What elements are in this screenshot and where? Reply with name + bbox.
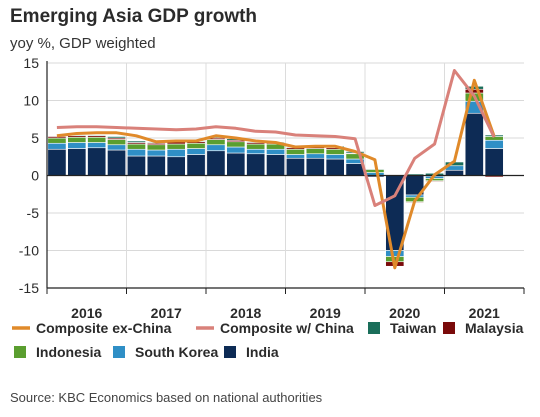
bar-indonesia <box>47 137 67 144</box>
x-tick-label: 2018 <box>230 305 261 321</box>
y-tick-label: -10 <box>19 243 39 259</box>
bar-south-korea <box>87 142 107 149</box>
bar-south-korea <box>325 154 345 160</box>
bar-indonesia <box>146 144 166 151</box>
legend-swatch <box>14 346 26 358</box>
bar-indonesia <box>206 139 226 146</box>
bar-south-korea <box>126 148 146 157</box>
bar-india <box>226 152 246 176</box>
bar-south-korea <box>405 194 425 198</box>
bar-india <box>325 158 345 176</box>
bar-south-korea <box>186 148 206 155</box>
bar-indonesia <box>325 148 345 155</box>
bar-south-korea <box>47 142 67 150</box>
bar-india <box>285 157 305 176</box>
bar-india <box>206 150 226 176</box>
bar-south-korea <box>166 148 186 158</box>
bar-south-korea <box>226 146 246 154</box>
y-tick-label: -15 <box>19 280 39 296</box>
x-tick-label: 2019 <box>310 305 341 321</box>
bar-south-korea <box>107 144 127 151</box>
bar-india <box>266 154 286 176</box>
bar-indonesia <box>166 143 186 150</box>
bar-india <box>47 148 67 176</box>
legend-label: Composite w/ China <box>220 320 354 336</box>
bar-indonesia <box>226 141 246 148</box>
legend-label: India <box>246 344 279 360</box>
bar-taiwan <box>365 168 385 170</box>
y-tick-label: 15 <box>23 55 39 71</box>
x-tick-label: 2016 <box>71 305 102 321</box>
legend-swatch <box>368 322 380 334</box>
tick-labels: 15 10 5 0 -5 -10 -15 2016 2017 2018 2019 2020 2021 <box>19 55 500 321</box>
y-tick-label: 10 <box>23 93 39 109</box>
bar-taiwan <box>107 136 127 139</box>
bar-indonesia <box>186 142 206 149</box>
bar-south-korea <box>206 144 226 152</box>
line-composite-w-china <box>56 69 496 207</box>
bar-india <box>246 153 266 176</box>
chart-source: Source: KBC Economics based on national … <box>10 390 323 405</box>
legend-label: South Korea <box>135 344 218 360</box>
bar-indonesia <box>107 139 127 146</box>
chart-title: Emerging Asia GDP growth <box>10 6 258 27</box>
legend-label: Indonesia <box>36 344 102 360</box>
bar-south-korea <box>484 139 504 149</box>
legend: Composite ex-China Composite w/ China Taiw… <box>12 320 524 360</box>
line-composite-ex-china <box>56 78 496 270</box>
bar-india <box>444 169 464 176</box>
bar-taiwan <box>87 134 107 137</box>
bar-india <box>87 147 107 176</box>
bar-indonesia <box>365 169 385 173</box>
legend-label: Malaysia <box>465 320 524 336</box>
bar-malaysia <box>47 136 67 139</box>
bar-india <box>305 157 325 176</box>
y-tick-label: 5 <box>31 130 39 146</box>
bar-india <box>484 148 504 176</box>
bar-south-korea <box>146 149 166 157</box>
bar-india <box>67 148 87 176</box>
bar-taiwan <box>126 140 146 143</box>
bar-indonesia <box>285 148 305 155</box>
x-tick-label: 2021 <box>469 305 500 321</box>
bar-south-korea <box>266 148 286 155</box>
legend-label: Composite ex-China <box>36 320 172 336</box>
y-tick-label: -5 <box>27 205 40 221</box>
legend-swatch <box>443 322 455 334</box>
legend-swatch <box>113 346 125 358</box>
axes <box>46 61 525 294</box>
bar-south-korea <box>246 148 266 155</box>
bar-india <box>126 155 146 176</box>
bar-india <box>186 154 206 176</box>
y-tick-label: 0 <box>31 168 39 184</box>
bar-indonesia <box>67 136 87 143</box>
chart-subtitle: yoy %, GDP weighted <box>10 35 156 52</box>
bar-india <box>464 112 484 176</box>
bar-indonesia <box>126 143 146 150</box>
bar-malaysia <box>425 180 445 182</box>
bar-indonesia <box>87 136 107 143</box>
legend-label: Taiwan <box>390 320 436 336</box>
legend-swatch <box>224 346 236 358</box>
bar-south-korea <box>305 153 325 159</box>
bar-south-korea <box>67 142 87 149</box>
bar-india <box>107 149 127 176</box>
bar-india <box>146 155 166 176</box>
x-tick-label: 2017 <box>151 305 182 321</box>
bar-indonesia <box>425 178 445 182</box>
bar-indonesia <box>246 143 266 150</box>
line-marks <box>56 69 496 270</box>
x-tick-label: 2020 <box>389 305 420 321</box>
bar-indonesia <box>305 148 325 155</box>
bar-india <box>166 156 186 176</box>
bar-south-korea <box>285 154 305 159</box>
